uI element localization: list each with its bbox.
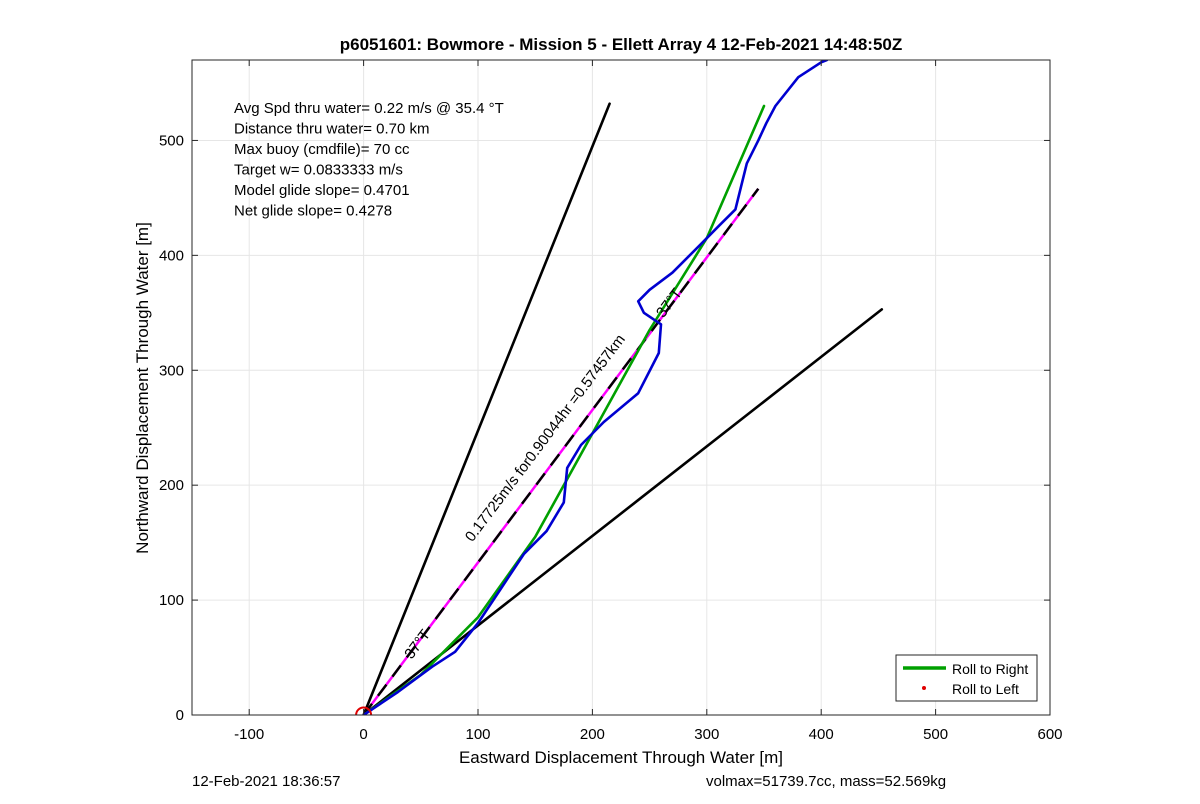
y-axis-label: Northward Displacement Through Water [m] <box>133 222 152 554</box>
x-tick-label: -100 <box>234 726 264 743</box>
legend-label: Roll to Left <box>952 681 1019 697</box>
annotation-label: 0.17725m/s for0.90044hr =0.57457km <box>462 331 629 545</box>
footer-timestamp: 12-Feb-2021 18:36:57 <box>192 773 341 790</box>
axes-box <box>191 59 1051 716</box>
x-tick-label: 200 <box>580 726 605 743</box>
grid <box>192 60 1051 716</box>
y-tick-label: 200 <box>159 477 184 494</box>
legend-swatch-dot <box>922 686 926 690</box>
info-line: Net glide slope= 0.4278 <box>234 203 392 220</box>
series-line-0 <box>362 102 611 715</box>
series-line-4 <box>362 60 829 715</box>
legend-box <box>895 654 1038 702</box>
x-tick-label: 500 <box>923 726 948 743</box>
y-tick-label: 300 <box>159 362 184 379</box>
x-tick-label: 400 <box>809 726 834 743</box>
y-tick-label: 100 <box>159 592 184 609</box>
y-tick-label: 0 <box>176 707 184 724</box>
series-line-dashed <box>362 187 760 715</box>
info-line: Target w= 0.0833333 m/s <box>234 162 403 179</box>
start-marker <box>355 706 373 715</box>
info-line: Max buoy (cmdfile)= 70 cc <box>234 141 410 158</box>
info-line: Model glide slope= 0.4701 <box>234 182 410 199</box>
x-tick-label: 100 <box>465 726 490 743</box>
x-tick-label: 300 <box>694 726 719 743</box>
series-line-1 <box>362 308 884 715</box>
annotation-label: 37°T <box>401 627 434 663</box>
info-line: Avg Spd thru water= 0.22 m/s @ 35.4 °T <box>234 100 504 117</box>
chart-title: p6051601: Bowmore - Mission 5 - Ellett A… <box>340 35 903 54</box>
y-tick-label: 400 <box>159 247 184 264</box>
legend: Roll to Right Roll to Left <box>895 654 1038 702</box>
x-axis-label: Eastward Displacement Through Water [m] <box>459 748 783 767</box>
info-text-block: Avg Spd thru water= 0.22 m/s @ 35.4 °T Di… <box>234 100 504 220</box>
x-tick-label: 0 <box>359 726 367 743</box>
y-tick-label: 500 <box>159 132 184 149</box>
info-line: Distance thru water= 0.70 km <box>234 121 430 138</box>
footer-volmax-mass: volmax=51739.7cc, mass=52.569kg <box>706 773 947 790</box>
axis-ticks: -100 0 100 200 300 400 500 600 0 100 200 300 400 500 <box>159 60 1063 743</box>
x-tick-label: 600 <box>1037 726 1062 743</box>
series-line-3 <box>362 104 766 715</box>
legend-label: Roll to Right <box>952 661 1028 677</box>
